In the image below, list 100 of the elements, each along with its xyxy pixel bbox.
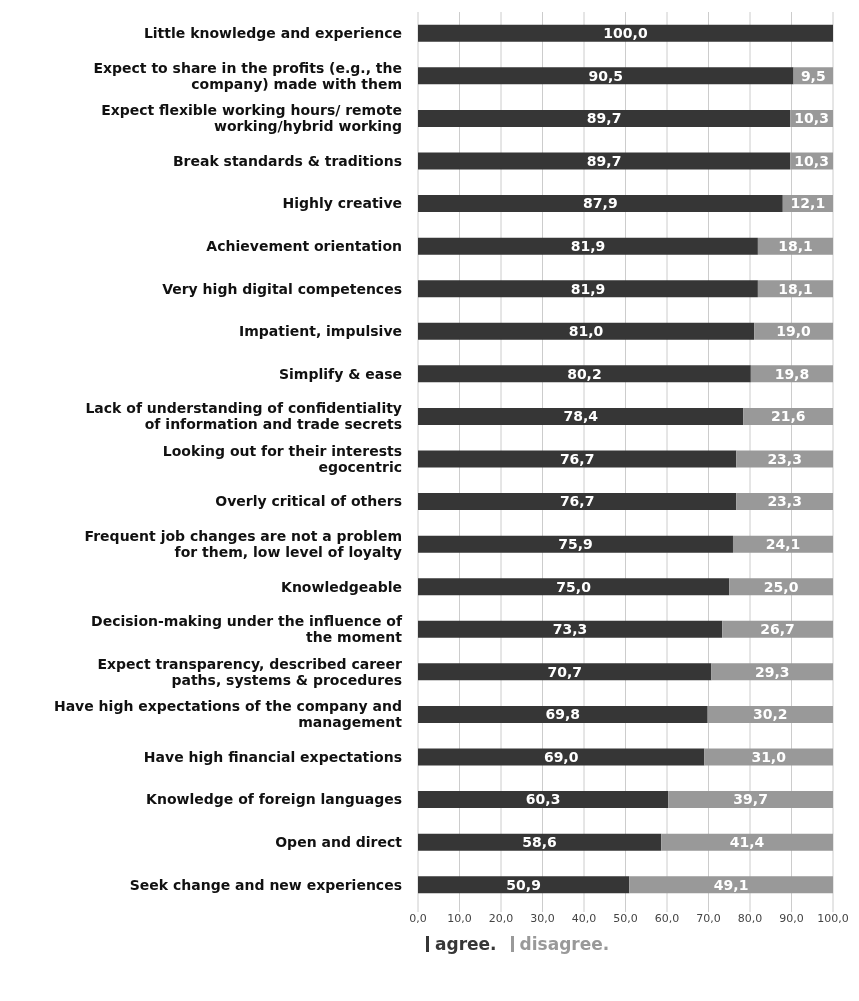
bar [418, 748, 705, 766]
y-tick-label: Frequent job changes are not a problem for them, low level of loyalty [84, 528, 402, 561]
y-tick-label: Knowledgeable [281, 578, 402, 595]
bar [661, 833, 833, 851]
data-label: 12,1 [790, 195, 826, 212]
bar [418, 705, 708, 723]
y-tick-label: Open and direct [275, 834, 403, 851]
data-label: 81,0 [568, 323, 604, 340]
bar [668, 791, 833, 809]
x-tick-label: 40,0 [571, 911, 597, 925]
data-label: 21,6 [770, 408, 806, 425]
data-label: 90,5 [588, 67, 624, 84]
data-label: 49,1 [713, 876, 749, 893]
x-tick-label: 50,0 [613, 911, 638, 925]
y-tick-label: Achievement orientation [206, 238, 402, 255]
bar [418, 280, 758, 298]
data-label: 30,2 [753, 706, 788, 723]
data-label: 81,9 [570, 280, 606, 297]
data-label: 10,3 [794, 110, 829, 127]
y-tick-label: Impatient, impulsive [238, 323, 402, 340]
data-label: 24,1 [765, 536, 801, 553]
y-tick-label: Have high expectations of the company and management [53, 698, 403, 731]
y-tick-label: Break standards & traditions [172, 152, 402, 169]
bar [418, 493, 737, 511]
data-label: 50,9 [506, 876, 541, 893]
bar [418, 876, 630, 894]
bar [418, 152, 791, 170]
y-tick-label: Knowledge of foreign languages [146, 791, 402, 808]
data-label: 25,0 [763, 578, 799, 595]
data-label: 31,0 [751, 748, 787, 765]
x-tick-label: 30,0 [530, 911, 555, 925]
bar [418, 450, 737, 468]
y-tick-label: Looking out for their interests egocentric [162, 442, 402, 475]
data-label: 39,7 [733, 791, 768, 808]
data-label: 76,7 [559, 493, 595, 510]
bar [711, 663, 833, 681]
x-tick-label: 20,0 [488, 911, 514, 925]
data-label: 23,3 [767, 493, 802, 510]
data-label: 41,4 [729, 834, 765, 851]
y-tick-label: Expect transparency, described career paths, systems & procedures [97, 655, 403, 688]
y-tick-label: Lack of understanding of confidentiality of information and trade secrets [85, 400, 402, 433]
data-label: 75,9 [558, 536, 593, 553]
y-tick-label: Expect to share in the profits (e.g., the company) made with them [93, 59, 402, 92]
bar [722, 620, 833, 638]
y-tick-label: Simplify & ease [278, 365, 402, 382]
data-label: 75,0 [556, 578, 592, 595]
data-label: 19,0 [776, 323, 812, 340]
y-tick-label: Very high digital competences [162, 280, 402, 297]
data-label: 29,3 [754, 663, 790, 680]
x-tick-label: 10,0 [447, 911, 472, 925]
bar [418, 535, 733, 553]
data-label: 58,6 [522, 834, 557, 851]
data-label: 89,7 [586, 110, 622, 127]
y-tick-label: Expect flexible working hours/ remote working/hybrid working [101, 102, 402, 135]
data-label: 23,3 [767, 450, 802, 467]
bar [418, 620, 723, 638]
data-label: 87,9 [583, 195, 618, 212]
x-tick-label: 80,0 [737, 911, 763, 925]
data-label: 70,7 [547, 663, 582, 680]
bar [418, 322, 755, 340]
y-tick-label: Little knowledge and experience [143, 25, 402, 42]
bar [418, 195, 783, 213]
x-tick-label: 60,0 [654, 911, 680, 925]
bar [704, 748, 833, 766]
x-tick-label: 70,0 [696, 911, 721, 925]
data-label: 18,1 [778, 238, 813, 255]
y-tick-label: Have high financial expectations [143, 748, 402, 765]
y-tick-label: Seek change and new experiences [129, 876, 402, 893]
bar [629, 876, 833, 894]
bar [418, 24, 833, 42]
data-label: 26,7 [760, 621, 795, 638]
y-tick-label: Decision-making under the influence of the moment [91, 613, 403, 646]
data-label: 69,8 [545, 706, 581, 723]
bar [418, 791, 669, 809]
data-label: 10,3 [794, 152, 829, 169]
x-tick-label: 90,0 [779, 911, 804, 925]
data-label: 60,3 [525, 791, 561, 808]
bar [418, 578, 730, 596]
data-label: 80,2 [567, 365, 602, 382]
bar [418, 663, 712, 681]
bar [418, 365, 751, 383]
data-label: 100,0 [603, 25, 648, 42]
data-label: 73,3 [552, 621, 588, 638]
x-tick-label: 100,0 [817, 911, 849, 925]
data-label: 18,1 [778, 280, 813, 297]
data-label: 78,4 [563, 408, 599, 425]
bar [418, 237, 758, 255]
bar [418, 109, 791, 127]
legend-label: disagree. [519, 934, 610, 954]
legend-label: agree. [435, 934, 497, 954]
data-label: 76,7 [559, 450, 595, 467]
bar [418, 67, 794, 85]
y-tick-label: Highly creative [282, 195, 402, 212]
data-label: 69,0 [543, 748, 579, 765]
x-tick-label: 0,0 [409, 911, 427, 925]
bar [418, 407, 744, 425]
data-label: 81,9 [570, 238, 606, 255]
y-tick-label: Overly critical of others [215, 493, 402, 510]
data-label: 89,7 [586, 152, 622, 169]
data-label: 19,8 [774, 365, 810, 382]
